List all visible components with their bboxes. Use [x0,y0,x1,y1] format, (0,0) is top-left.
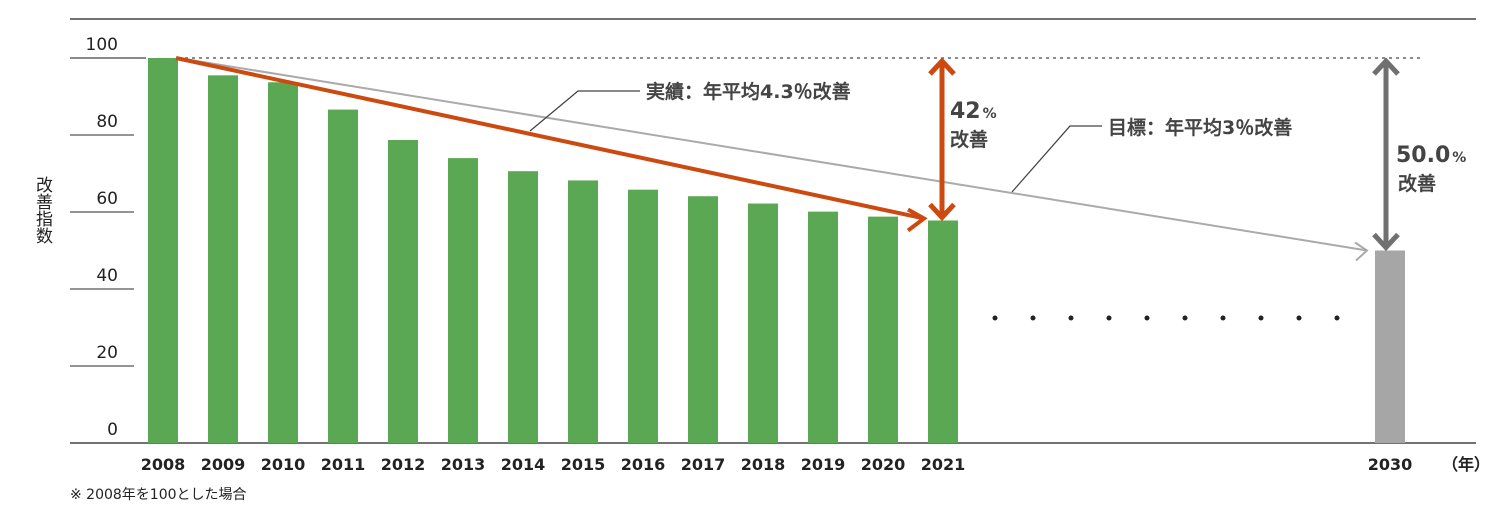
x-tick-label: 2009 [201,455,246,474]
x-tick-label: 2019 [801,455,846,474]
bar-2021 [928,220,958,443]
actual-trend-label: 実績：年平均4.3％改善 [646,80,851,103]
y-tick-label: 60 [96,189,118,209]
actual-trend-arrowhead [906,207,928,233]
bar-2020 [868,216,898,443]
bar-2018 [748,203,778,443]
target-label-leader [1011,125,1102,193]
bar-2030 [1375,250,1405,443]
x-tick-label: 2012 [381,455,426,474]
target-improvement-value: 50.0 [1396,143,1450,168]
continuation-dot [1106,315,1112,321]
y-tick-label: 100 [86,35,118,55]
y-axis-title: 改善指数 [32,176,53,244]
x-tick-label: 2018 [741,455,786,474]
x-tick-label: 2010 [261,455,306,474]
x-tick-label: 2020 [861,455,906,474]
target-improvement-label: 50.0% [1396,143,1466,168]
x-tick-label: 2030 [1368,455,1413,474]
continuation-dot [1258,315,1264,321]
y-tick-label: 0 [107,420,118,440]
x-tick-label: 2014 [501,455,546,474]
x-axis-unit: （年） [1442,455,1490,474]
actual-trend-line [175,56,925,221]
continuation-dot [992,315,998,321]
footnote: ※ 2008年を100とした場合 [70,487,247,503]
actual-improvement-unit: % [983,106,997,122]
actual-improvement-arrow [928,57,956,222]
continuation-dots [992,315,1340,321]
y-tick-label: 20 [96,343,118,363]
bar-2010 [268,82,298,443]
actual-improvement-text: 改善 [950,128,988,151]
bar-2019 [808,211,838,443]
bar-2014 [508,171,538,443]
target-trend-line [177,57,1368,252]
bar-2016 [628,189,658,443]
bar-2009 [208,75,238,443]
x-tick-label: 2013 [441,455,486,474]
x-tick-label: 2016 [621,455,666,474]
x-tick-label: 2011 [321,455,366,474]
target-trend-arrowhead [1354,241,1369,262]
continuation-dot [1144,315,1150,321]
y-tick-label: 80 [96,112,118,132]
actual-label-leader [529,90,640,132]
target-improvement-text: 改善 [1398,172,1436,195]
actual-improvement-label: 42% [950,99,997,124]
bar-2012 [388,140,418,443]
y-tick-labels: 0 20 40 60 80 100 [86,35,118,440]
actual-improvement-value: 42 [950,99,981,124]
bar-2015 [568,180,598,443]
continuation-dot [1296,315,1302,321]
target-trend-label: 目標：年平均3％改善 [1108,116,1292,139]
bar-2011 [328,109,358,443]
y-tick-label: 40 [96,266,118,286]
x-tick-labels: 2008 2009 2010 2011 2012 2013 2014 2015 2016 2017… [141,455,1413,474]
bar-2017 [688,196,718,443]
continuation-dot [1182,315,1188,321]
target-improvement-unit: % [1452,150,1466,166]
continuation-dot [1030,315,1036,321]
target-improvement-arrow [1372,57,1400,252]
continuation-dot [1068,315,1074,321]
continuation-dot [1334,315,1340,321]
x-tick-label: 2015 [561,455,606,474]
x-tick-label: 2021 [921,455,966,474]
bars [148,58,1405,443]
x-tick-label: 2008 [141,455,186,474]
bar-2013 [448,158,478,443]
bar-2008 [148,58,178,443]
x-tick-label: 2017 [681,455,726,474]
gridlines [70,134,134,367]
continuation-dot [1220,315,1226,321]
